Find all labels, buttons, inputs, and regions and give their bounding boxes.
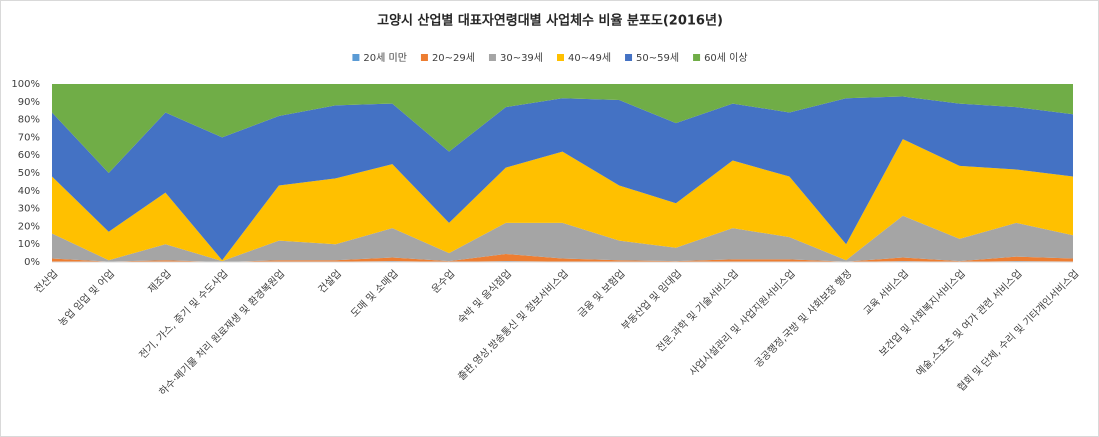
y-tick-label: 10%: [18, 239, 40, 250]
area: [52, 96, 1073, 261]
area: [52, 215, 1073, 262]
y-tick-label: 0%: [24, 257, 40, 268]
legend-swatch: [625, 54, 633, 61]
y-tick-label: 80%: [18, 115, 40, 126]
legend-swatch: [488, 54, 496, 61]
legend-label: 20~29세: [432, 52, 475, 64]
legend-label: 40~49세: [568, 52, 611, 64]
area: [52, 253, 1073, 262]
legend-swatch: [557, 54, 564, 61]
y-tick-label: 30%: [18, 204, 40, 215]
y-tick-label: 90%: [18, 97, 40, 108]
legend-label: 20세 미만: [363, 52, 407, 64]
legend-swatch: [352, 54, 360, 61]
legend-label: 60세 이상: [704, 52, 748, 64]
y-tick-label: 20%: [18, 221, 40, 232]
y-tick-label: 40%: [18, 186, 40, 197]
chart-title: 고양시 산업별 대표자연령대별 사업체수 비율 분포도(2016년): [377, 13, 723, 29]
area: [52, 139, 1073, 262]
legend-swatch: [693, 54, 701, 61]
legend-swatch: [420, 54, 428, 61]
y-tick-label: 100%: [11, 79, 40, 90]
legend-label: 50~59세: [636, 52, 679, 64]
y-tick-label: 50%: [18, 168, 40, 179]
legend-label: 30~39세: [500, 52, 543, 64]
y-tick-label: 70%: [18, 132, 40, 143]
y-tick-label: 60%: [18, 150, 40, 161]
area: [52, 84, 1073, 173]
